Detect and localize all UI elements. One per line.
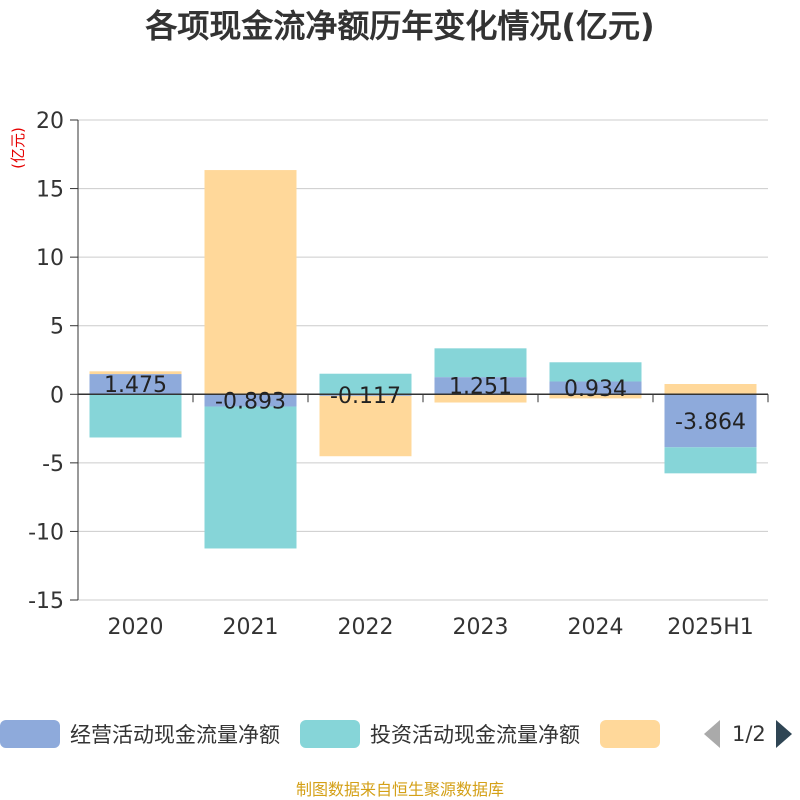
bar-investing-2021 bbox=[204, 406, 297, 549]
legend-item-operating[interactable]: 经营活动现金流量净额 bbox=[0, 719, 280, 749]
bar-operating-2024 bbox=[549, 381, 642, 395]
legend-item-third[interactable] bbox=[600, 720, 670, 748]
legend-swatch-investing bbox=[300, 720, 360, 748]
data-label: 0.934 bbox=[564, 377, 627, 402]
bar-investing-2023 bbox=[434, 348, 527, 378]
legend-swatch-operating bbox=[0, 720, 60, 748]
x-tick-label: 2021 bbox=[223, 615, 279, 640]
bar-operating-2021 bbox=[204, 394, 297, 407]
source-note: 制图数据来自恒生聚源数据库 bbox=[295, 780, 504, 799]
x-tick-label: 2024 bbox=[568, 615, 624, 640]
bar-third-2025H1 bbox=[664, 384, 757, 395]
legend: 经营活动现金流量净额 投资活动现金流量净额 bbox=[0, 712, 690, 756]
data-label: 1.475 bbox=[104, 373, 167, 398]
bar-operating-2022 bbox=[319, 394, 412, 396]
bar-investing-2025H1 bbox=[664, 447, 757, 474]
data-label: -0.893 bbox=[215, 389, 286, 414]
pager-text: 1/2 bbox=[732, 722, 766, 746]
y-tick-label: 15 bbox=[36, 178, 64, 203]
bar-third-2024 bbox=[549, 394, 642, 399]
x-tick-label: 2022 bbox=[338, 615, 394, 640]
y-tick-label: -10 bbox=[28, 520, 64, 545]
pager-prev-icon[interactable] bbox=[704, 720, 720, 748]
x-tick-label: 2023 bbox=[453, 615, 509, 640]
bar-third-2021 bbox=[204, 170, 297, 395]
legend-pager: 1/2 bbox=[700, 716, 800, 752]
legend-label-operating: 经营活动现金流量净额 bbox=[70, 723, 280, 747]
bar-investing-2020 bbox=[89, 394, 182, 438]
legend-swatch-third bbox=[600, 720, 660, 748]
bar-third-2023 bbox=[434, 394, 527, 403]
data-label: -3.864 bbox=[675, 410, 746, 435]
x-tick-label: 2025H1 bbox=[667, 615, 754, 640]
bar-operating-2020 bbox=[89, 374, 182, 395]
y-tick-label: 5 bbox=[50, 315, 64, 340]
y-tick-label: 0 bbox=[50, 383, 64, 408]
data-label: 1.251 bbox=[449, 375, 512, 400]
bar-operating-2023 bbox=[434, 377, 527, 395]
y-tick-label: 10 bbox=[36, 246, 64, 271]
pager-next-icon[interactable] bbox=[775, 720, 792, 748]
y-tick-label: 20 bbox=[36, 109, 64, 134]
data-label: -0.117 bbox=[330, 384, 401, 409]
bar-operating-2025H1 bbox=[664, 394, 757, 448]
y-tick-label: -15 bbox=[28, 589, 64, 614]
x-tick-label: 2020 bbox=[108, 615, 164, 640]
chart-title: 各项现金流净额历年变化情况(亿元) bbox=[145, 7, 655, 45]
y-tick-label: -5 bbox=[42, 452, 64, 477]
bar-investing-2022 bbox=[319, 373, 412, 395]
legend-label-investing: 投资活动现金流量净额 bbox=[370, 723, 580, 747]
bar-investing-2024 bbox=[549, 362, 642, 382]
y-axis-label: (亿元) bbox=[9, 127, 27, 169]
legend-item-investing[interactable]: 投资活动现金流量净额 bbox=[300, 719, 580, 749]
chart-plot: -15 -10 -5 0 5 10 15 20 (亿元) 2020 2021 2022 2023 2024… bbox=[9, 109, 769, 640]
bar-third-2020 bbox=[89, 371, 182, 375]
bar-third-2022 bbox=[319, 395, 412, 457]
